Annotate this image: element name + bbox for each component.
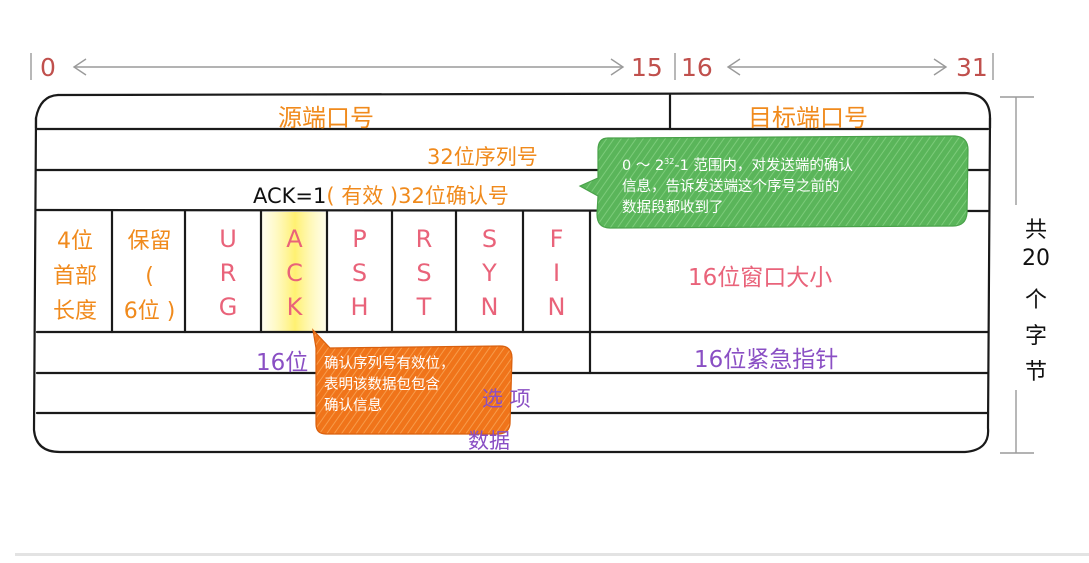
bit-label-0: 0 [40,53,56,82]
data-field: 数据 [468,429,510,453]
bit-label-16: 16 [681,53,713,82]
page-bottom-divider [15,553,1089,556]
seq-number-field: 32位序列号 [427,145,538,169]
seq-callout-text: 0 ～ 232-1 范围内，对发送端的确认 信息，告诉发送端这个序号之前的 数据… [622,157,853,216]
options-field: 选 项 [482,387,531,411]
sidebar-char-4: 字 [1024,324,1047,349]
sidebar-char-5: 节 [1024,360,1047,385]
reserved-field: 保留 ( 6位 ) [123,229,176,324]
sidebar-char-2: 20 [1022,246,1050,271]
ack-callout-text: 确认序列号有效位， 表明该数据包包含 确认信息 [324,356,455,414]
ack-number-label: 32位确认号 [398,184,509,208]
source-port-field: 源端口号 [278,104,374,132]
ack-callout-bubble [312,328,513,435]
sidebar-char-1: 共 [1024,218,1047,243]
ack-number-field: ACK=1( 有效 )32位确认号 [253,180,509,210]
size-bracket [1000,96,1034,454]
header-length-field: 4位 首部 长度 [52,229,97,324]
urgent-pointer-field: 16位紧急指针 [694,347,839,373]
ack-prefix: ACK=1 [253,184,327,208]
bit-label-31: 31 [956,53,988,82]
bit-label-15: 15 [631,53,663,82]
ack-valid-note: ( 有效 ) [326,184,399,208]
bit-ruler [30,53,994,80]
header-frame [32,91,992,454]
ack-flag-highlight [262,212,328,332]
dest-port-field: 目标端口号 [748,104,868,132]
sidebar-char-3: 个 [1024,288,1047,313]
checksum-field: 16位 [256,350,309,376]
window-size-field: 16位窗口大小 [688,265,833,291]
seq-callout-bubble [578,135,969,229]
